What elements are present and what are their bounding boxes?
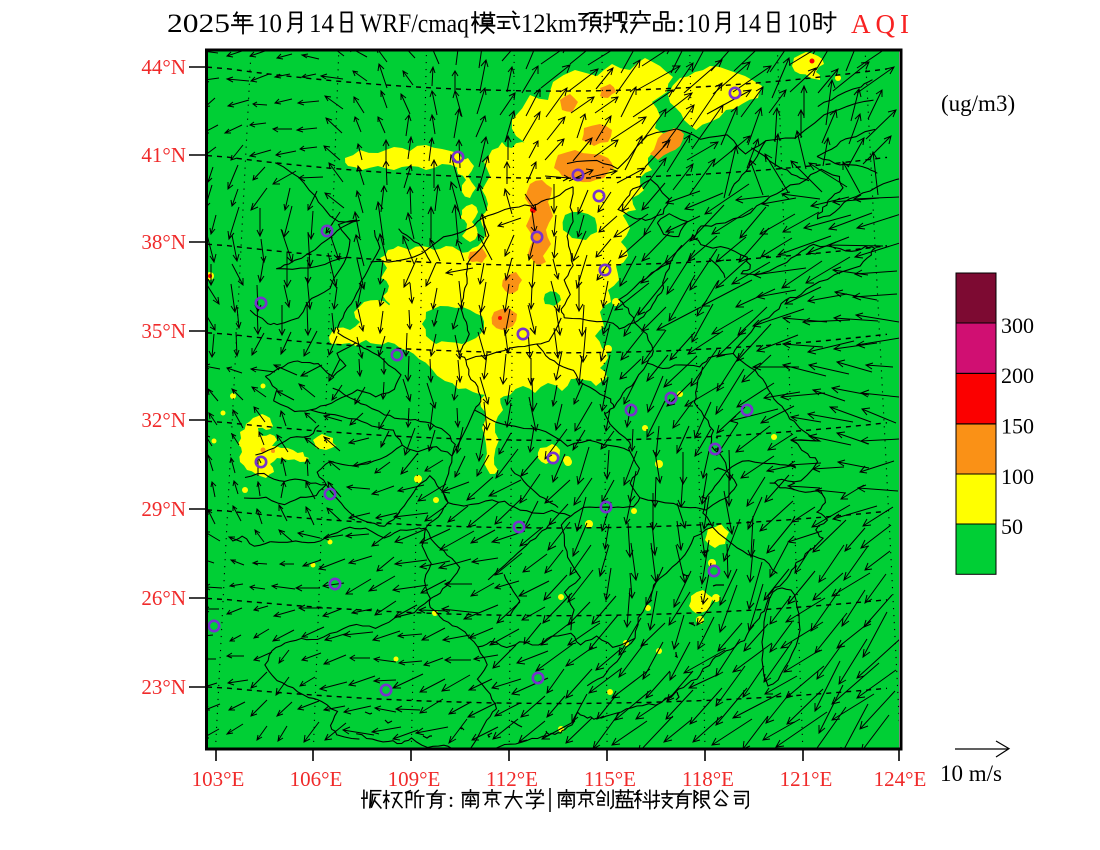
svg-text:44°N: 44°N — [141, 55, 186, 79]
svg-text:(ug/m3): (ug/m3) — [941, 91, 1015, 116]
svg-text:26°N: 26°N — [141, 586, 186, 610]
svg-text:29°N: 29°N — [141, 497, 186, 521]
svg-text:41°N: 41°N — [141, 143, 186, 167]
svg-text:109°E: 109°E — [388, 767, 441, 791]
svg-text::: : — [448, 787, 454, 812]
svg-text:10: 10 — [787, 9, 811, 38]
svg-text:112°E: 112°E — [486, 767, 538, 791]
svg-text:103°E: 103°E — [192, 767, 245, 791]
svg-text:124°E: 124°E — [874, 767, 927, 791]
svg-text:50: 50 — [1001, 514, 1023, 539]
svg-text:10: 10 — [257, 9, 282, 38]
svg-text:115°E: 115°E — [584, 767, 636, 791]
svg-text:32°N: 32°N — [141, 408, 186, 432]
svg-text:100: 100 — [1001, 464, 1034, 489]
svg-text:WRF/cmaq: WRF/cmaq — [360, 9, 469, 38]
svg-text:10 m/s: 10 m/s — [940, 761, 1002, 786]
svg-text:121°E: 121°E — [780, 767, 833, 791]
svg-text:300: 300 — [1001, 313, 1034, 338]
svg-text:106°E: 106°E — [290, 767, 343, 791]
svg-text:35°N: 35°N — [141, 319, 186, 343]
svg-text:AQI: AQI — [851, 9, 914, 39]
svg-text::: : — [677, 9, 685, 38]
svg-text:150: 150 — [1001, 414, 1034, 439]
svg-text:10: 10 — [686, 9, 710, 38]
svg-text:2025: 2025 — [167, 9, 230, 38]
svg-text:12km: 12km — [521, 9, 577, 38]
svg-text:14: 14 — [309, 9, 334, 38]
svg-text:38°N: 38°N — [141, 230, 186, 254]
svg-text:14: 14 — [737, 9, 761, 38]
svg-text:200: 200 — [1001, 363, 1034, 388]
svg-text:23°N: 23°N — [141, 675, 186, 699]
svg-text:118°E: 118°E — [682, 767, 734, 791]
